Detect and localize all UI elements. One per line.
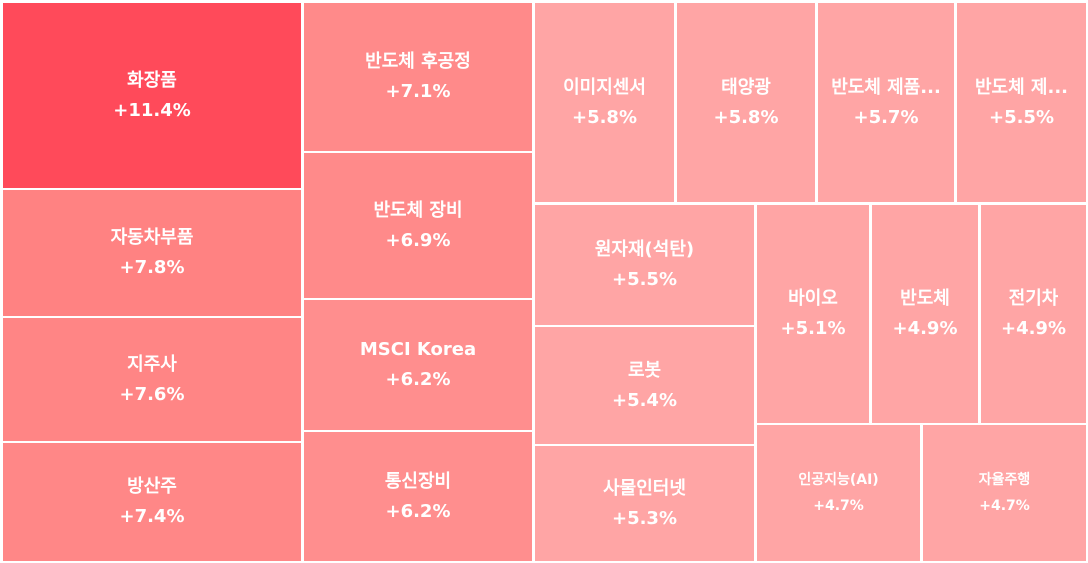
tile-7[interactable]: MSCI Korea +6.2% [304,300,532,430]
tile-value: +6.2% [385,369,451,390]
tile-label: 자동차부품 [110,227,194,248]
tile-value: +5.3% [611,507,677,529]
tile-label: 반도체 제품... [831,76,941,98]
tile-label: 반도체 [900,288,950,309]
tile-8[interactable]: 통신장비 +6.2% [304,432,532,561]
tile-2[interactable]: 자동차부품 +7.8% [3,190,301,316]
tile-label: 자율주행 [978,472,1031,488]
tile-label: MSCI Korea [359,339,477,360]
tile-1[interactable]: 화장품 +11.4% [3,3,301,188]
tile-6[interactable]: 반도체 장비 +6.9% [304,153,532,298]
tile-value: +5.5% [988,106,1054,128]
tile-value: +6.2% [385,500,451,522]
tile-value: +5.1% [780,318,846,339]
tile-16[interactable]: 바이오 +5.1% [757,205,869,423]
tile-20[interactable]: 자율주행 +4.7% [923,425,1086,561]
tile-19[interactable]: 인공지능(AI) +4.7% [757,425,920,561]
tile-5[interactable]: 반도체 후공정 +7.1% [304,3,532,151]
tile-value: +4.9% [1000,318,1066,339]
tile-label: 반도체 후공정 [365,51,471,72]
tile-value: +5.8% [571,106,637,128]
tile-value: +5.5% [611,269,677,290]
tile-18[interactable]: 전기차 +4.9% [981,205,1086,423]
tile-label: 화장품 [127,69,177,91]
tile-value: +7.1% [385,81,451,102]
tile-value: +7.6% [119,383,185,405]
tile-label: 원자재(석탄) [594,239,695,260]
tile-4[interactable]: 방산주 +7.4% [3,443,301,561]
tile-value: +4.7% [813,498,864,514]
tile-value: +4.9% [892,318,958,339]
tile-label: 인공지능(AI) [798,472,879,488]
tile-value: +5.8% [713,106,779,128]
tile-value: +11.4% [113,99,191,121]
tile-label: 반도체 장비 [373,199,463,221]
tile-label: 이미지센서 [563,76,646,98]
tile-15[interactable]: 사물인터넷 +5.3% [535,446,754,561]
tile-value: +6.9% [385,229,451,251]
tile-label: 로봇 [627,359,662,381]
tile-12[interactable]: 반도체 제... +5.5% [957,3,1086,202]
tile-10[interactable]: 태양광 +5.8% [677,3,815,202]
tile-value: +4.7% [979,498,1030,514]
tile-3[interactable]: 지주사 +7.6% [3,318,301,441]
tile-9[interactable]: 이미지센서 +5.8% [535,3,674,202]
tile-label: 바이오 [788,288,838,309]
tile-value: +5.4% [611,389,677,411]
tile-11[interactable]: 반도체 제품... +5.7% [818,3,954,202]
tile-label: 태양광 [721,76,771,98]
tile-14[interactable]: 로봇 +5.4% [535,327,754,444]
tile-label: 반도체 제... [974,76,1069,98]
tile-label: 전기차 [1008,288,1059,309]
tile-13[interactable]: 원자재(석탄) +5.5% [535,205,754,325]
tile-value: +7.4% [119,506,185,527]
tile-label: 방산주 [127,476,177,497]
tile-label: 지주사 [127,353,177,375]
tile-label: 사물인터넷 [603,477,686,499]
tile-17[interactable]: 반도체 +4.9% [872,205,978,423]
tile-value: +7.8% [119,257,185,278]
tile-value: +5.7% [853,106,919,128]
tile-label: 통신장비 [384,470,452,492]
